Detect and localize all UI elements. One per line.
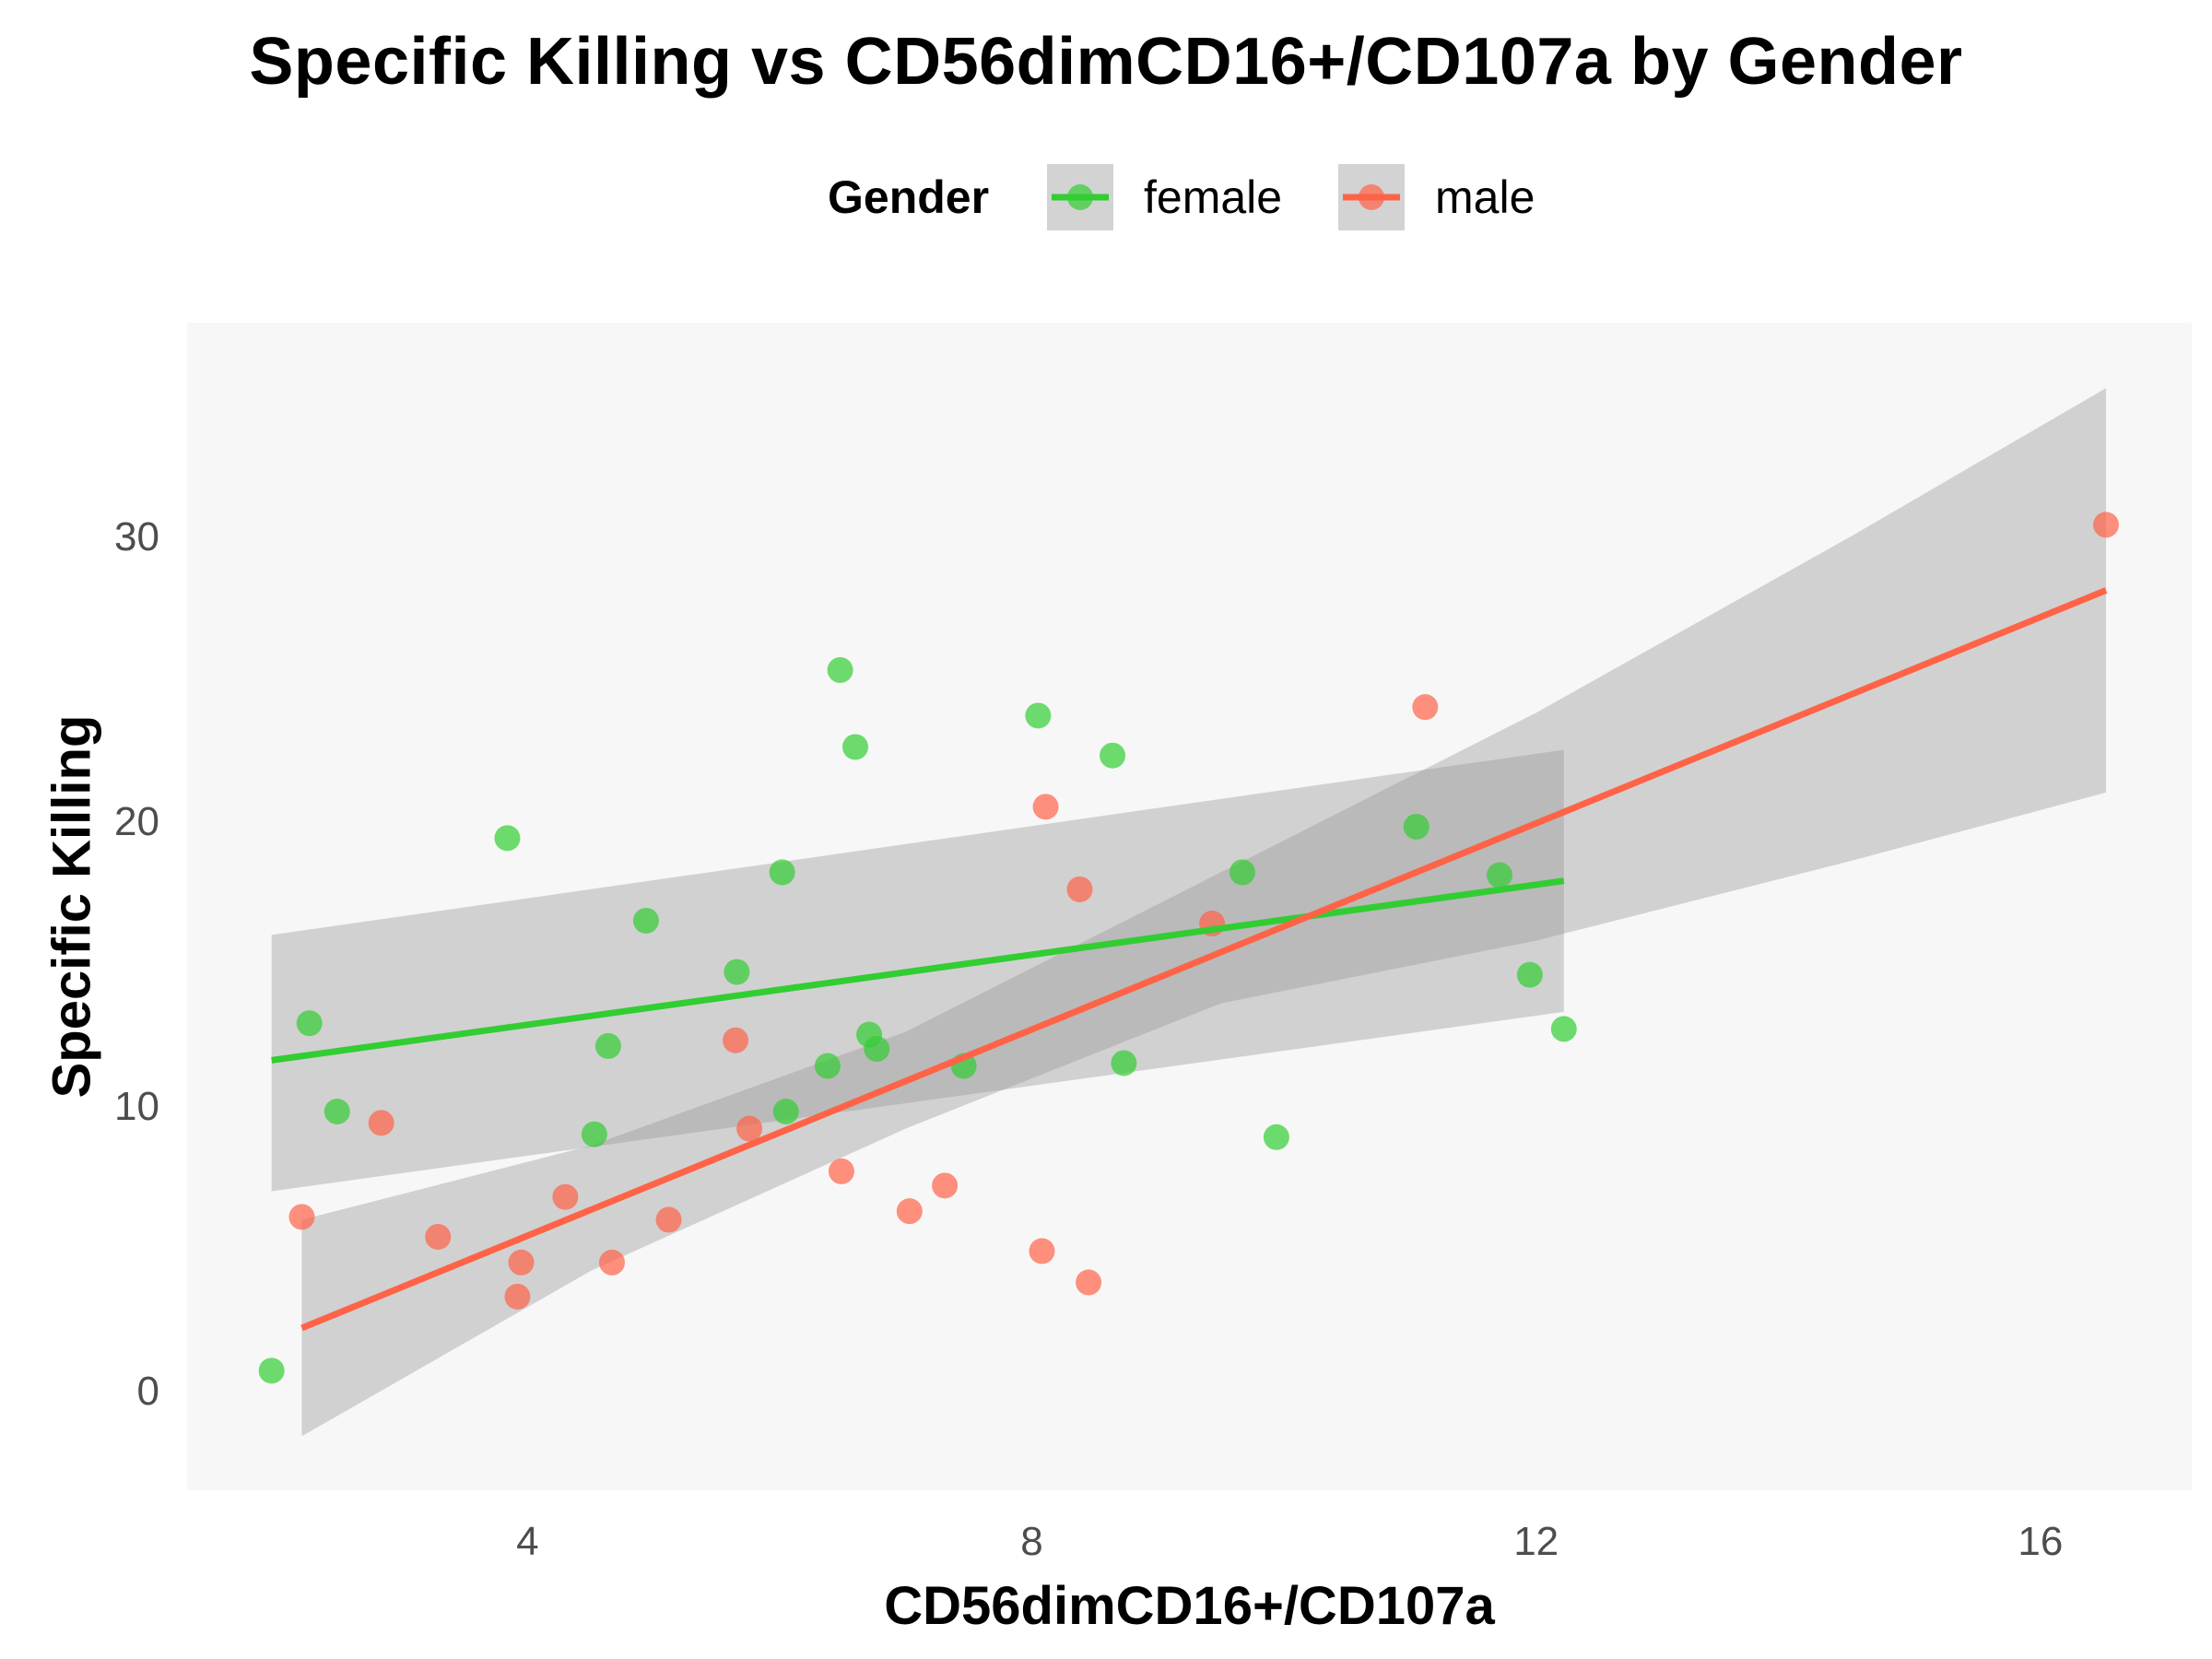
- data-point-female: [1403, 813, 1430, 840]
- y-axis-ticks: 0 10 20 30: [114, 514, 159, 1414]
- data-point-female: [724, 959, 750, 985]
- data-point-female: [1229, 859, 1255, 886]
- data-point-female: [864, 1036, 890, 1063]
- data-point-male: [2092, 512, 2119, 538]
- regression-lines: [271, 587, 2108, 1332]
- data-point-female: [772, 1098, 799, 1124]
- x-tick-label: 8: [1020, 1519, 1042, 1564]
- data-point-male: [425, 1223, 452, 1250]
- x-tick-label: 16: [2018, 1519, 2063, 1564]
- data-point-male: [932, 1172, 959, 1199]
- data-point-female: [1111, 1050, 1137, 1077]
- data-point-female: [1487, 862, 1513, 888]
- y-axis-title: Specific Killing: [41, 715, 101, 1099]
- data-point-female: [814, 1053, 841, 1079]
- legend-label-female: female: [1144, 171, 1282, 223]
- legend-title: Gender: [828, 171, 989, 223]
- data-point-female: [842, 734, 868, 760]
- data-point-female: [494, 825, 521, 852]
- legend-marker-female: [1067, 184, 1093, 210]
- data-point-male: [655, 1206, 682, 1233]
- data-point-male: [1412, 694, 1439, 721]
- data-point-male: [504, 1283, 531, 1310]
- data-point-male: [1066, 876, 1093, 902]
- data-point-male: [368, 1110, 394, 1136]
- x-axis-ticks: 4 8 12 16: [516, 1519, 2063, 1564]
- y-tick-label: 10: [114, 1084, 159, 1129]
- data-point-female: [296, 1010, 323, 1037]
- data-point-female: [1100, 742, 1126, 769]
- data-point-male: [736, 1115, 763, 1142]
- legend: Gender female male: [828, 164, 1535, 230]
- data-point-male: [288, 1204, 315, 1230]
- data-point-male: [1032, 794, 1059, 820]
- data-point-male: [552, 1183, 579, 1210]
- data-point-female: [769, 859, 795, 886]
- x-tick-label: 12: [1513, 1519, 1559, 1564]
- x-tick-label: 4: [516, 1519, 538, 1564]
- data-point-female: [581, 1121, 607, 1147]
- data-point-male: [896, 1198, 923, 1225]
- regression-line-female: [271, 877, 1565, 1064]
- data-point-female: [324, 1098, 350, 1124]
- data-point-female: [632, 907, 659, 934]
- data-point-female: [258, 1358, 285, 1384]
- data-point-male: [598, 1249, 625, 1276]
- data-point-female: [1550, 1016, 1577, 1042]
- regression-line-male: [300, 587, 2108, 1332]
- y-tick-label: 30: [114, 514, 159, 559]
- data-point-male: [723, 1027, 749, 1053]
- data-point-male: [1029, 1238, 1055, 1265]
- data-point-female: [1516, 961, 1543, 988]
- data-point-female: [1263, 1124, 1289, 1150]
- data-point-female: [827, 657, 853, 684]
- data-point-male: [1076, 1269, 1102, 1296]
- data-point-female: [594, 1032, 621, 1059]
- legend-marker-male: [1359, 184, 1384, 210]
- chart-title: Specific Killing vs CD56dimCD16+/CD107a …: [249, 25, 1963, 99]
- y-tick-label: 20: [114, 799, 159, 844]
- x-axis-title: CD56dimCD16+/CD107a: [884, 1576, 1495, 1636]
- confidence-band-male: [301, 388, 2106, 1437]
- data-point-male: [508, 1249, 535, 1276]
- data-point-male: [828, 1158, 854, 1184]
- y-tick-label: 0: [137, 1369, 159, 1414]
- data-points: [258, 512, 2119, 1384]
- legend-label-male: male: [1435, 171, 1535, 223]
- data-point-female: [1025, 702, 1052, 729]
